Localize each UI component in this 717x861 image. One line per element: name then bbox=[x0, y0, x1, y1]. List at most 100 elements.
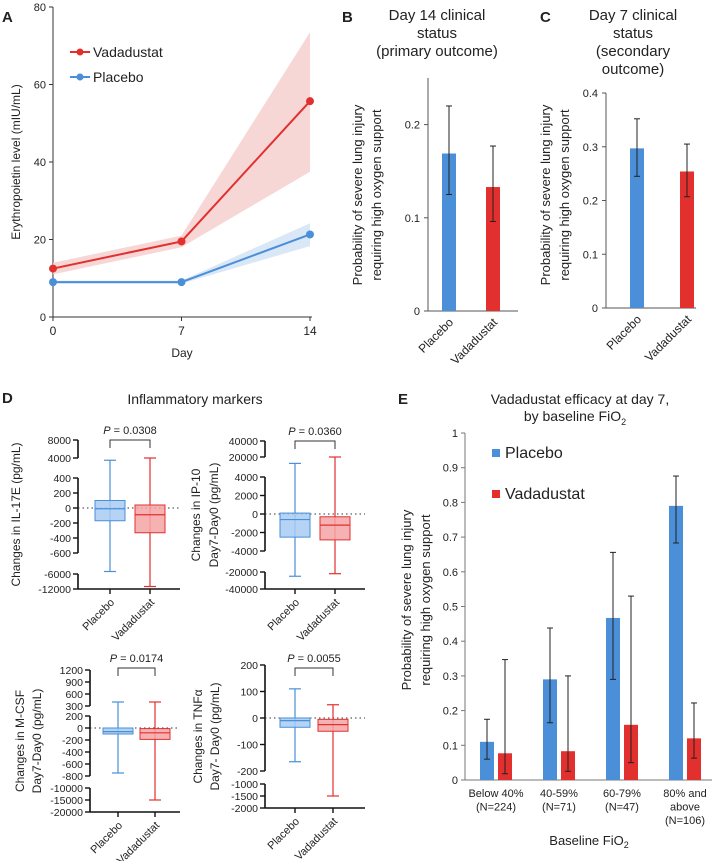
y-tick-label: 40 bbox=[34, 157, 46, 169]
box bbox=[279, 717, 311, 728]
ci-band bbox=[53, 32, 310, 275]
y-tick-label: -40000 bbox=[225, 584, 258, 596]
y-tick-label: 600 bbox=[65, 689, 83, 701]
chart-title: by baseline FiO2 bbox=[524, 408, 626, 427]
y-tick-label: 200 bbox=[53, 488, 71, 500]
p-symbol: P bbox=[287, 653, 295, 665]
y-tick-label: 4000 bbox=[48, 453, 72, 465]
y-axis-label: Day7-Day0 (pg/mL) bbox=[207, 463, 221, 568]
legend-marker bbox=[76, 73, 84, 81]
data-point bbox=[306, 230, 314, 239]
p-value: = 0.0308 bbox=[111, 425, 157, 437]
chart-title: Vadadustat efficacy at day 7, bbox=[491, 391, 670, 407]
x-axis-label-text: Baseline FiO bbox=[549, 833, 623, 848]
data-point bbox=[49, 278, 57, 287]
y-tick-label: 0.8 bbox=[443, 497, 458, 509]
x-tick-label: above bbox=[670, 802, 700, 814]
y-tick-label: -1500 bbox=[231, 791, 258, 803]
y-axis-label: requiring high oxygen support bbox=[369, 109, 384, 281]
y-axis-label: Erythropoietin level (mIU/mL) bbox=[9, 84, 23, 239]
y-axis-label: Changes in IL-17E (pg/mL) bbox=[9, 442, 23, 586]
y-tick-label: -20000 bbox=[225, 567, 258, 579]
y-tick-label: 0.1 bbox=[443, 740, 458, 752]
subscript: 2 bbox=[621, 417, 626, 427]
y-tick-label: -400 bbox=[50, 533, 71, 545]
chart-title: status bbox=[613, 25, 653, 42]
x-tick-label: Vadadustat bbox=[295, 597, 342, 644]
x-tick-label: 80% and bbox=[663, 788, 706, 800]
legend-swatch bbox=[492, 490, 500, 498]
y-tick-label: -1000 bbox=[231, 779, 258, 791]
x-tick-label: 60-79% bbox=[603, 788, 641, 800]
p-value-label: P = 0.0174 bbox=[110, 653, 164, 665]
data-point bbox=[306, 97, 314, 106]
x-tick-label: Placebo bbox=[266, 597, 303, 634]
x-tick-label: (N=47) bbox=[605, 802, 639, 814]
y-tick-label: 0 bbox=[592, 303, 598, 315]
p-value-label: P = 0.0308 bbox=[103, 425, 157, 437]
y-tick-label: -4000 bbox=[231, 546, 258, 558]
p-value-label: P = 0.0055 bbox=[287, 653, 341, 665]
y-tick-label: 2000 bbox=[235, 491, 259, 503]
x-tick-label: Vadadustat bbox=[448, 315, 501, 368]
y-tick-label: 0.4 bbox=[583, 88, 598, 100]
x-tick-label: Placebo bbox=[81, 597, 118, 634]
panel-label-a: A bbox=[2, 9, 13, 26]
legend-label: Placebo bbox=[93, 69, 144, 85]
box bbox=[319, 516, 351, 541]
y-axis-label: Day7- Day0 (pg/mL) bbox=[208, 682, 222, 790]
y-tick-label: 20 bbox=[34, 235, 46, 247]
y-tick-label: -20000 bbox=[50, 807, 83, 819]
y-axis-label: Changes in TNFα bbox=[191, 689, 205, 783]
y-tick-label: 80 bbox=[34, 2, 46, 14]
chart-title: (secondary bbox=[596, 43, 671, 60]
ci-band bbox=[53, 223, 310, 284]
y-tick-label: 0.1 bbox=[405, 213, 420, 225]
y-tick-label: -12000 bbox=[38, 584, 71, 596]
bar bbox=[680, 171, 694, 308]
bar bbox=[442, 153, 456, 311]
data-point bbox=[177, 278, 186, 287]
panel-label-b: B bbox=[342, 9, 353, 26]
x-tick-label: 7 bbox=[178, 324, 185, 338]
y-tick-label: 0 bbox=[452, 775, 458, 787]
y-tick-label: 0.2 bbox=[583, 196, 598, 208]
x-tick-label: Placebo bbox=[416, 315, 457, 356]
x-tick-label: Placebo bbox=[89, 820, 126, 857]
y-tick-label: 0 bbox=[414, 306, 420, 318]
y-tick-label: 300 bbox=[65, 701, 83, 713]
legend-label: Placebo bbox=[505, 445, 563, 462]
y-tick-label: -200 bbox=[237, 766, 258, 778]
p-symbol: P bbox=[288, 426, 296, 438]
x-tick-label: (N=224) bbox=[476, 802, 516, 814]
x-tick-label: 14 bbox=[303, 324, 317, 338]
x-tick-label: Placebo bbox=[604, 312, 645, 353]
y-tick-label: 0.6 bbox=[443, 567, 458, 579]
chart-title: status bbox=[417, 25, 457, 42]
y-tick-label: -6000 bbox=[44, 569, 71, 581]
panel-label-e: E bbox=[398, 391, 408, 408]
panel-label-c: C bbox=[540, 9, 551, 26]
y-tick-label: 60 bbox=[34, 80, 46, 92]
y-tick-label: 0 bbox=[252, 509, 258, 521]
y-axis-label: requiring high oxygen support bbox=[557, 109, 572, 281]
data-point bbox=[177, 237, 186, 246]
p-value: = 0.0174 bbox=[117, 653, 163, 665]
x-tick-label: (N=106) bbox=[665, 815, 705, 827]
y-tick-label: 1200 bbox=[60, 665, 84, 677]
x-axis-label: Baseline FiO2 bbox=[549, 833, 628, 850]
y-tick-label: -200 bbox=[62, 735, 83, 747]
y-tick-label: -800 bbox=[62, 771, 83, 783]
y-tick-label: 0.3 bbox=[583, 142, 598, 154]
x-tick-label: Below 40% bbox=[468, 788, 523, 800]
significance-bracket bbox=[294, 667, 334, 676]
y-tick-label: -2000 bbox=[231, 528, 258, 540]
significance-bracket bbox=[117, 667, 156, 676]
significance-bracket bbox=[109, 439, 151, 448]
bar bbox=[480, 741, 494, 780]
p-symbol: P bbox=[110, 653, 118, 665]
bar bbox=[687, 738, 701, 780]
box bbox=[279, 512, 311, 538]
y-tick-label: 100 bbox=[240, 687, 258, 699]
y-tick-label: 400 bbox=[53, 473, 71, 485]
